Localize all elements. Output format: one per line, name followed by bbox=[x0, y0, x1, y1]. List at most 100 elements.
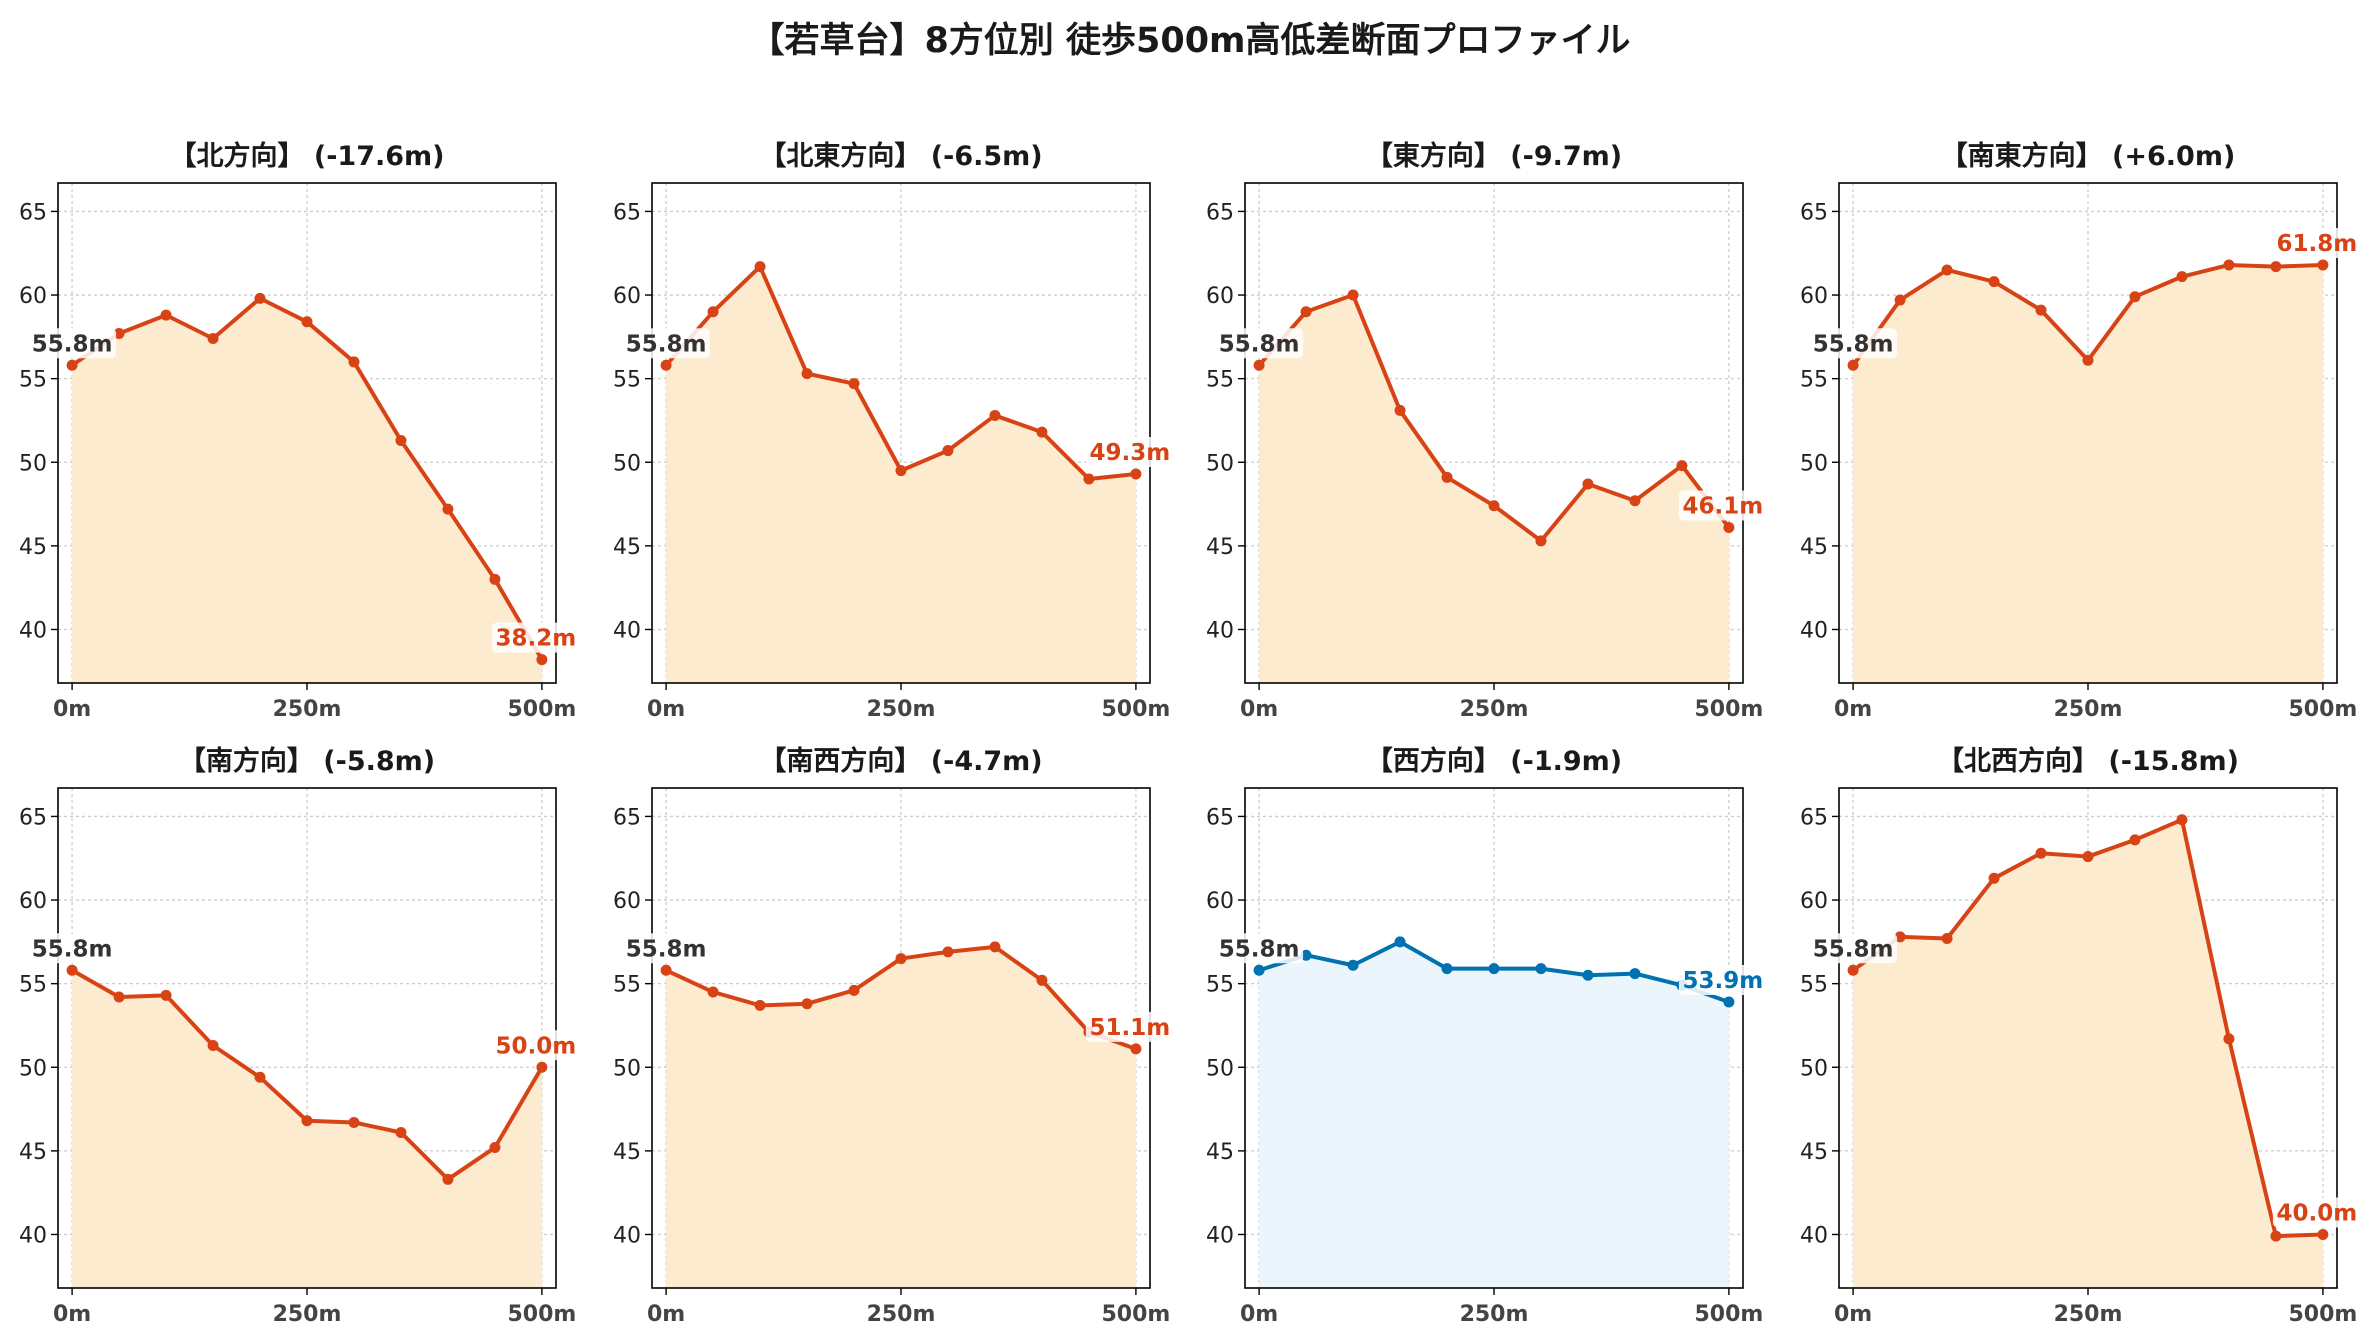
y-tick-label: 45 bbox=[19, 535, 47, 560]
x-tick-label: 500m bbox=[2288, 697, 2357, 722]
y-tick-label: 65 bbox=[1206, 200, 1234, 225]
data-point bbox=[301, 316, 313, 328]
y-tick-label: 50 bbox=[1800, 451, 1828, 476]
data-point bbox=[942, 445, 954, 457]
data-point bbox=[848, 378, 860, 390]
area-fill bbox=[72, 970, 542, 1288]
data-point bbox=[1441, 471, 1453, 483]
data-point bbox=[301, 1115, 313, 1127]
data-point bbox=[2270, 1230, 2282, 1242]
y-tick-label: 60 bbox=[613, 889, 641, 914]
x-tick-label: 250m bbox=[2054, 697, 2123, 722]
subplot-title: 【北東方向】 (-6.5m) bbox=[759, 140, 1042, 172]
end-label: 49.3m bbox=[1090, 440, 1171, 466]
end-label-bg bbox=[491, 622, 580, 653]
start-label-bg bbox=[1215, 328, 1304, 359]
x-tick-label: 0m bbox=[1240, 697, 1278, 722]
y-tick-label: 40 bbox=[1800, 1223, 1828, 1248]
data-point bbox=[113, 328, 125, 340]
start-label: 55.8m bbox=[1813, 936, 1894, 962]
data-point bbox=[489, 1142, 501, 1154]
data-point bbox=[160, 309, 172, 321]
subplot-0: 【北方向】 (-17.6m) 40 45 50 55 60 65 0m 250m 500m 55.8… bbox=[19, 140, 580, 722]
y-tick-label: 65 bbox=[613, 200, 641, 225]
y-tick-label: 60 bbox=[1800, 284, 1828, 309]
y-tick-label: 45 bbox=[1800, 535, 1828, 560]
y-tick-label: 40 bbox=[19, 618, 47, 643]
end-label-bg bbox=[2272, 1197, 2361, 1228]
y-tick-label: 55 bbox=[613, 368, 641, 393]
data-point bbox=[660, 359, 672, 371]
end-label-bg bbox=[1678, 490, 1767, 521]
y-tick-label: 55 bbox=[1206, 368, 1234, 393]
y-tick-label: 65 bbox=[19, 805, 47, 830]
data-point bbox=[707, 306, 719, 318]
data-point bbox=[1988, 872, 2000, 884]
data-point bbox=[2317, 259, 2329, 271]
y-tick-label: 55 bbox=[1206, 973, 1234, 998]
data-point bbox=[1941, 264, 1953, 276]
y-tick-label: 45 bbox=[1206, 535, 1234, 560]
y-tick-label: 50 bbox=[613, 1056, 641, 1081]
data-point bbox=[895, 953, 907, 965]
x-tick-label: 500m bbox=[507, 697, 576, 722]
data-point bbox=[66, 964, 78, 976]
area-fill bbox=[1259, 941, 1729, 1288]
data-point bbox=[2270, 261, 2282, 273]
x-tick-label: 500m bbox=[1694, 697, 1763, 722]
subplot-title: 【北西方向】 (-15.8m) bbox=[1937, 745, 2239, 777]
data-point bbox=[113, 991, 125, 1003]
x-tick-label: 0m bbox=[647, 1302, 685, 1327]
y-tick-label: 65 bbox=[613, 805, 641, 830]
y-tick-label: 40 bbox=[1800, 618, 1828, 643]
data-point bbox=[2129, 291, 2141, 303]
data-point bbox=[1488, 963, 1500, 975]
data-point bbox=[989, 941, 1001, 953]
data-point bbox=[536, 1061, 548, 1073]
end-label: 46.1m bbox=[1683, 493, 1764, 519]
data-point bbox=[754, 999, 766, 1011]
x-tick-label: 0m bbox=[647, 697, 685, 722]
end-label-bg bbox=[1085, 436, 1174, 467]
end-label: 51.1m bbox=[1090, 1015, 1171, 1041]
data-point bbox=[1253, 359, 1265, 371]
data-point bbox=[1629, 495, 1641, 507]
subplot-5: 【南西方向】 (-4.7m) 40 45 50 55 60 65 0m 250m 500m 55.8… bbox=[613, 745, 1174, 1327]
area-fill bbox=[1853, 264, 2323, 683]
data-point bbox=[1394, 404, 1406, 416]
end-label-bg bbox=[1678, 965, 1767, 996]
data-point bbox=[989, 409, 1001, 421]
data-point bbox=[1847, 964, 1859, 976]
start-label: 55.8m bbox=[1813, 331, 1894, 357]
start-label: 55.8m bbox=[1219, 331, 1300, 357]
y-tick-label: 65 bbox=[1206, 805, 1234, 830]
subplot-1: 【北東方向】 (-6.5m) 40 45 50 55 60 65 0m 250m 500m 55.8… bbox=[613, 140, 1174, 722]
data-point bbox=[1347, 959, 1359, 971]
data-point bbox=[1941, 933, 1953, 945]
subplot-3: 【南東方向】 (+6.0m) 40 45 50 55 60 65 0m 250m 500m 55.8… bbox=[1800, 140, 2361, 722]
data-point bbox=[2176, 271, 2188, 283]
data-point bbox=[2176, 814, 2188, 826]
data-point bbox=[254, 292, 266, 304]
data-point bbox=[66, 359, 78, 371]
subplot-4: 【南方向】 (-5.8m) 40 45 50 55 60 65 0m 250m 500m 55.8m… bbox=[19, 745, 580, 1327]
end-label: 53.9m bbox=[1683, 968, 1764, 994]
start-label-bg bbox=[1809, 328, 1898, 359]
data-point bbox=[1535, 963, 1547, 975]
data-point bbox=[754, 261, 766, 273]
data-point bbox=[2035, 847, 2047, 859]
data-point bbox=[1988, 276, 2000, 288]
end-label: 40.0m bbox=[2277, 1200, 2358, 1226]
y-tick-label: 65 bbox=[1800, 200, 1828, 225]
x-tick-label: 250m bbox=[1460, 1302, 1529, 1327]
start-label-bg bbox=[1215, 933, 1304, 964]
subplot-2: 【東方向】 (-9.7m) 40 45 50 55 60 65 0m 250m 500m 55.8m… bbox=[1206, 140, 1767, 722]
y-tick-label: 50 bbox=[19, 1056, 47, 1081]
subplot-title: 【南西方向】 (-4.7m) bbox=[759, 745, 1042, 777]
area-fill bbox=[1259, 295, 1729, 683]
y-tick-label: 60 bbox=[1206, 284, 1234, 309]
y-tick-label: 50 bbox=[19, 451, 47, 476]
data-point bbox=[1488, 500, 1500, 512]
x-tick-label: 250m bbox=[867, 1302, 936, 1327]
y-tick-label: 40 bbox=[613, 1223, 641, 1248]
